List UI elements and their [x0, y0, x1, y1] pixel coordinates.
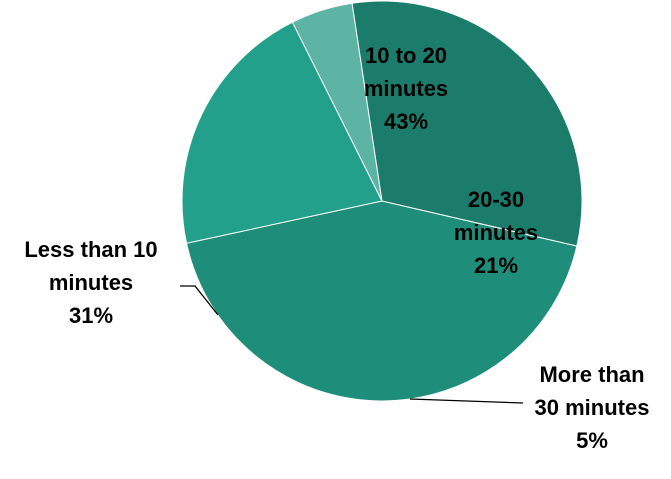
slice-label-3: Less than 10 minutes 31% — [24, 237, 157, 328]
slice-name-label: minutes — [364, 76, 448, 101]
leader-line-3 — [180, 285, 219, 316]
slice-name-label: minutes — [49, 270, 133, 295]
pie-slice-3 — [351, 0, 583, 247]
slice-label-2: More than 30 minutes 5% — [535, 362, 650, 453]
slice-value-label: 31% — [69, 303, 113, 328]
slice-name-label: Less than 10 — [24, 237, 157, 262]
slice-name-label: 10 to 20 — [365, 43, 447, 68]
pie-slices — [181, 0, 583, 402]
slice-value-label: 5% — [576, 428, 608, 453]
leader-lines — [180, 285, 524, 404]
slice-name-label: 20-30 — [468, 187, 524, 212]
slice-name-label: More than — [539, 362, 644, 387]
slice-value-label: 43% — [384, 109, 428, 134]
slice-name-label: minutes — [454, 220, 538, 245]
slice-label-0: 10 to 20 minutes 43% — [364, 43, 448, 134]
leader-line-2 — [409, 398, 524, 404]
slice-labels: 10 to 20 minutes 43% 20-30 minutes 21% More th… — [24, 43, 649, 453]
slice-label-1: 20-30 minutes 21% — [454, 187, 538, 278]
pie-slice-1 — [181, 21, 383, 244]
slice-name-label: 30 minutes — [535, 395, 650, 420]
slice-value-label: 21% — [474, 253, 518, 278]
